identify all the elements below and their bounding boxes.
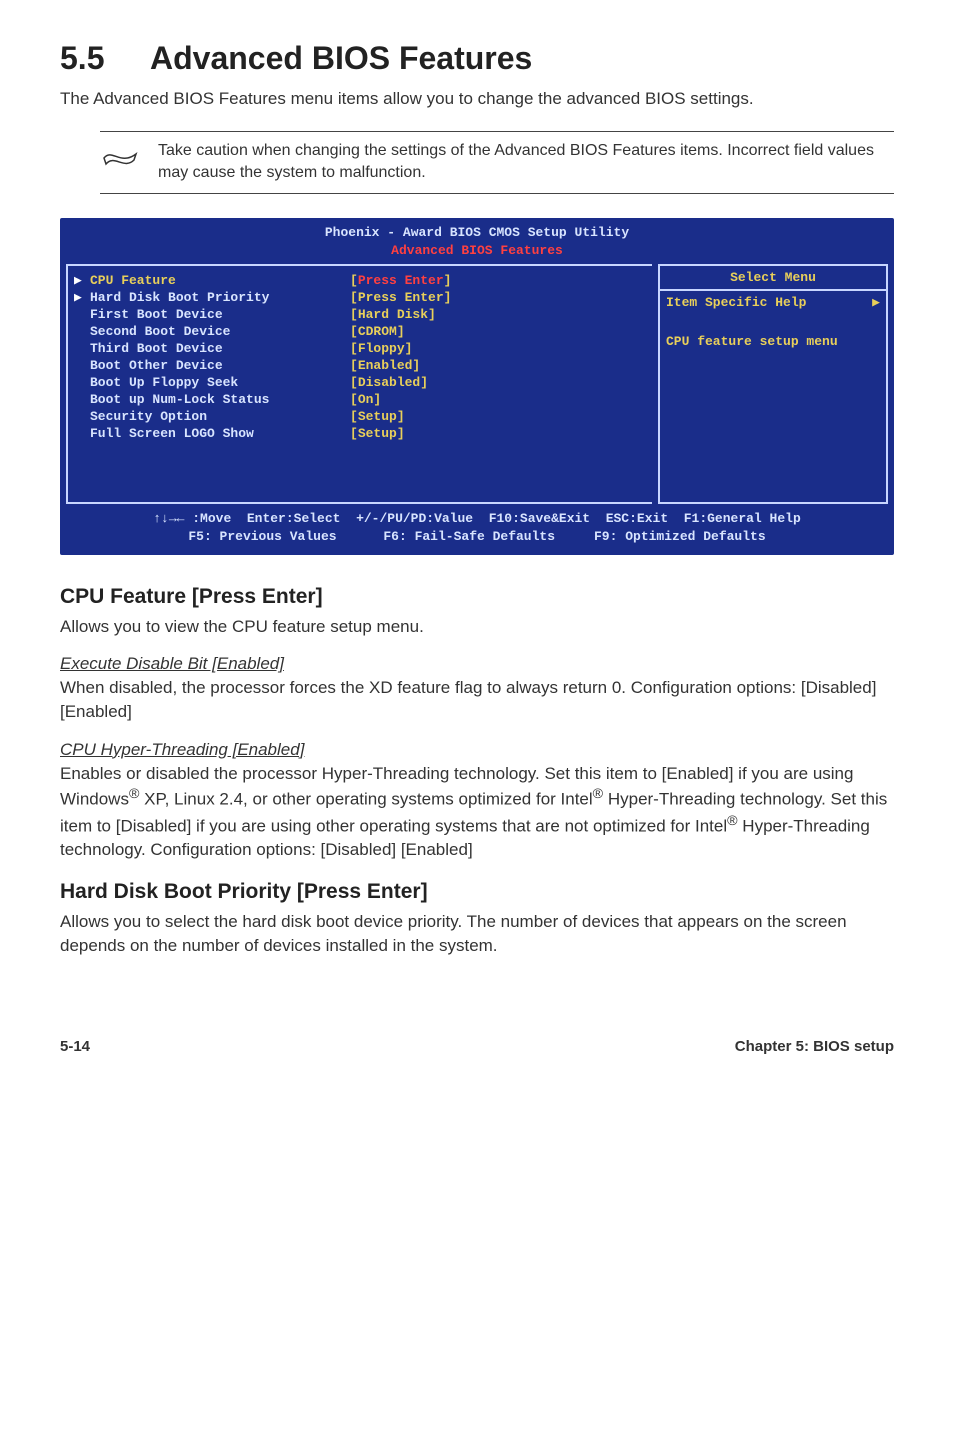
hdd-priority-heading: Hard Disk Boot Priority [Press Enter] [60, 880, 894, 904]
note-box: Take caution when changing the settings … [100, 131, 894, 194]
bios-item-label: Full Screen LOGO Show [90, 426, 350, 441]
note-text: Take caution when changing the settings … [158, 140, 894, 185]
cpu-feature-heading: CPU Feature [Press Enter] [60, 585, 894, 609]
bios-item-value: [Hard Disk] [350, 307, 436, 322]
bios-menu-item[interactable]: Boot Other Device[Enabled] [72, 357, 648, 374]
reg-mark: ® [593, 786, 603, 802]
bios-right-panel: Select Menu Item Specific Help ▶ CPU fea… [658, 264, 888, 504]
bios-footer-line2: F5: Previous Values F6: Fail-Safe Defaul… [188, 529, 765, 544]
bios-menu-item[interactable]: Boot up Num-Lock Status[On] [72, 391, 648, 408]
bios-item-label: Security Option [90, 409, 350, 424]
bios-header-line2: Advanced BIOS Features [391, 243, 563, 258]
bios-item-label: Boot Up Floppy Seek [90, 375, 350, 390]
submenu-arrow-icon: ▶ [74, 290, 82, 305]
bios-item-label: CPU Feature [90, 273, 350, 288]
bios-header: Phoenix - Award BIOS CMOS Setup Utility … [66, 224, 888, 264]
bios-menu-item[interactable]: Full Screen LOGO Show[Setup] [72, 425, 648, 442]
bios-menu-item[interactable]: Second Boot Device[CDROM] [72, 323, 648, 340]
bios-help-panel: Item Specific Help ▶ CPU feature setup m… [658, 291, 888, 504]
reg-mark: ® [727, 813, 737, 829]
cpu-feature-desc: Allows you to view the CPU feature setup… [60, 615, 894, 639]
section-intro: The Advanced BIOS Features menu items al… [60, 87, 894, 111]
page-footer: 5-14 Chapter 5: BIOS setup [60, 1038, 894, 1055]
bios-item-label: Hard Disk Boot Priority [90, 290, 350, 305]
right-arrow-icon: ▶ [872, 295, 880, 310]
bios-header-line1: Phoenix - Award BIOS CMOS Setup Utility [325, 225, 629, 240]
hyper-threading-block: CPU Hyper-Threading [Enabled] Enables or… [60, 738, 894, 862]
page-number: 5-14 [60, 1038, 90, 1055]
bios-item-label: First Boot Device [90, 307, 350, 322]
bios-item-value: [Floppy] [350, 341, 412, 356]
bios-menu-item[interactable]: ▶ CPU Feature[Press Enter] [72, 272, 648, 289]
section-number: 5.5 [60, 40, 150, 77]
bios-item-value: [CDROM] [350, 324, 405, 339]
reg-mark: ® [129, 786, 139, 802]
hdd-priority-desc: Allows you to select the hard disk boot … [60, 910, 894, 958]
bios-body: ▶ CPU Feature[Press Enter] ▶ Hard Disk Boot… [66, 264, 888, 504]
bios-item-label: Second Boot Device [90, 324, 350, 339]
bios-item-value: [Setup] [350, 409, 405, 424]
execute-disable-block: Execute Disable Bit [Enabled] When disab… [60, 652, 894, 723]
bios-item-value: [Press Enter] [350, 290, 451, 305]
execute-disable-title: Execute Disable Bit [Enabled] [60, 654, 284, 673]
bios-item-value: [Setup] [350, 426, 405, 441]
bios-item-label: Third Boot Device [90, 341, 350, 356]
bios-help-label: Item Specific Help [666, 295, 806, 310]
bios-item-value: [On] [350, 392, 381, 407]
hyper-threading-title: CPU Hyper-Threading [Enabled] [60, 740, 304, 759]
bios-item-label: Boot up Num-Lock Status [90, 392, 350, 407]
ht-body-b: XP, Linux 2.4, or other operating system… [139, 790, 592, 809]
bios-menu-item[interactable]: ▶ Hard Disk Boot Priority[Press Enter] [72, 289, 648, 306]
bios-footer: ↑↓→← :Move Enter:Select +/-/PU/PD:Value … [66, 504, 888, 548]
bios-item-value: [Press Enter] [350, 273, 451, 288]
section-heading: 5.5Advanced BIOS Features [60, 40, 894, 77]
submenu-arrow-icon: ▶ [74, 273, 82, 288]
bios-left-panel: ▶ CPU Feature[Press Enter] ▶ Hard Disk Boot… [66, 264, 652, 504]
bios-select-menu: Select Menu [658, 264, 888, 291]
bios-menu-item[interactable]: Security Option[Setup] [72, 408, 648, 425]
bios-footer-line1: ↑↓→← :Move Enter:Select +/-/PU/PD:Value … [153, 511, 801, 526]
bios-item-value: [Enabled] [350, 358, 420, 373]
bios-menu-item[interactable]: First Boot Device[Hard Disk] [72, 306, 648, 323]
bios-screen: Phoenix - Award BIOS CMOS Setup Utility … [60, 218, 894, 555]
bios-help-text: CPU feature setup menu [666, 334, 880, 349]
bios-menu-item[interactable]: Boot Up Floppy Seek[Disabled] [72, 374, 648, 391]
bios-item-value: [Disabled] [350, 375, 428, 390]
execute-disable-body: When disabled, the processor forces the … [60, 678, 876, 721]
note-icon [100, 140, 140, 185]
bios-item-label: Boot Other Device [90, 358, 350, 373]
section-title-text: Advanced BIOS Features [150, 40, 532, 76]
page-chapter: Chapter 5: BIOS setup [735, 1038, 894, 1055]
bios-menu-item[interactable]: Third Boot Device[Floppy] [72, 340, 648, 357]
